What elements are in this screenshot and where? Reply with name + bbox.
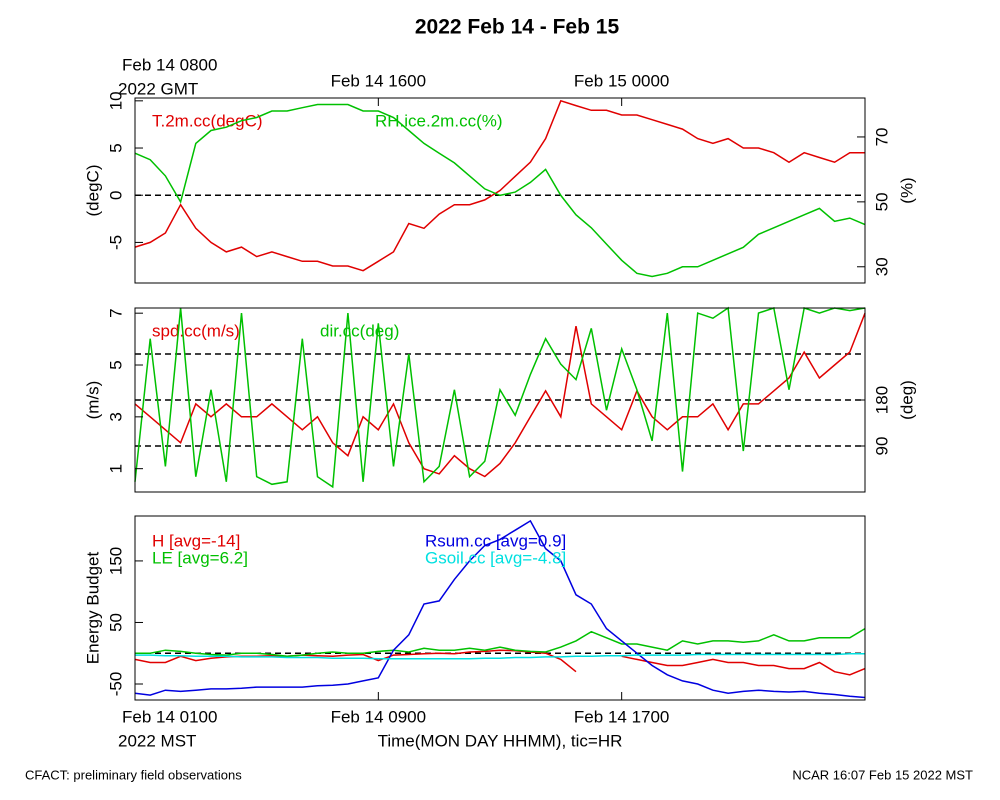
- y-tick-label: 7: [106, 308, 125, 317]
- series-line: [134, 99, 865, 272]
- x-tick-label: Feb 14 0100: [122, 707, 217, 726]
- y-axis-label: Energy Budget: [83, 551, 102, 664]
- y-tick-label: 5: [106, 360, 125, 369]
- y2-tick-label: 70: [872, 127, 891, 146]
- series-line: [135, 653, 865, 660]
- x2-tick-label: Feb 14 1600: [331, 71, 426, 90]
- chart-title: 2022 Feb 14 - Feb 15: [415, 16, 620, 39]
- x-tick-label: Feb 14 0900: [331, 707, 426, 726]
- y-tick-label: -5: [106, 235, 125, 250]
- plot-frame: [134, 97, 866, 284]
- series-line: [135, 627, 866, 658]
- series-line: [134, 649, 866, 676]
- legend-label: Gsoil.cc [avg=-4.8]: [425, 548, 566, 567]
- legend-label: LE [avg=6.2]: [152, 548, 248, 567]
- y2-axis-label: (deg): [897, 380, 916, 420]
- plot-frame: [134, 515, 866, 701]
- series-line: [134, 312, 866, 478]
- y-tick-label: 1: [106, 464, 125, 473]
- y-tick-label: 5: [106, 143, 125, 152]
- y-tick-label: 150: [106, 547, 125, 575]
- y2-axis-label: (%): [897, 177, 916, 203]
- series-line: [134, 519, 866, 699]
- x-axis-label: Time(MON DAY HHMM), tic=HR: [378, 731, 623, 750]
- x2-tick-label: Feb 15 0000: [574, 71, 669, 90]
- x2-tick-label: Feb 14 0800: [122, 55, 217, 74]
- legend-label: dir.cc(deg): [320, 321, 399, 340]
- y-tick-label: 50: [106, 613, 125, 632]
- series-line: [134, 306, 866, 489]
- footer-left: CFACT: preliminary field observations: [25, 767, 242, 782]
- y-tick-label: 10: [106, 91, 125, 110]
- legend-label: H [avg=-14]: [152, 531, 240, 550]
- series-line: [134, 103, 866, 278]
- y2-tick-label: 50: [872, 192, 891, 211]
- footer-right: NCAR 16:07 Feb 15 2022 MST: [792, 767, 973, 782]
- legend-label: spd.cc(m/s): [152, 321, 240, 340]
- y2-tick-label: 30: [872, 257, 891, 276]
- y2-tick-label: 180: [872, 386, 891, 414]
- legend-label: Rsum.cc [avg=0.9]: [425, 531, 566, 550]
- y-tick-label: -50: [106, 672, 125, 697]
- x2-axis-note: 2022 GMT: [118, 79, 198, 98]
- y-axis-label: (degC): [83, 165, 102, 217]
- x-axis-note: 2022 MST: [118, 731, 196, 750]
- y-tick-label: 0: [106, 190, 125, 199]
- y-axis-label: (m/s): [83, 381, 102, 420]
- y2-tick-label: 90: [872, 437, 891, 456]
- y-tick-label: 3: [106, 412, 125, 421]
- x-tick-label: Feb 14 1700: [574, 707, 669, 726]
- legend-label: RH.ice.2m.cc(%): [375, 111, 503, 130]
- legend-label: T.2m.cc(degC): [152, 111, 263, 130]
